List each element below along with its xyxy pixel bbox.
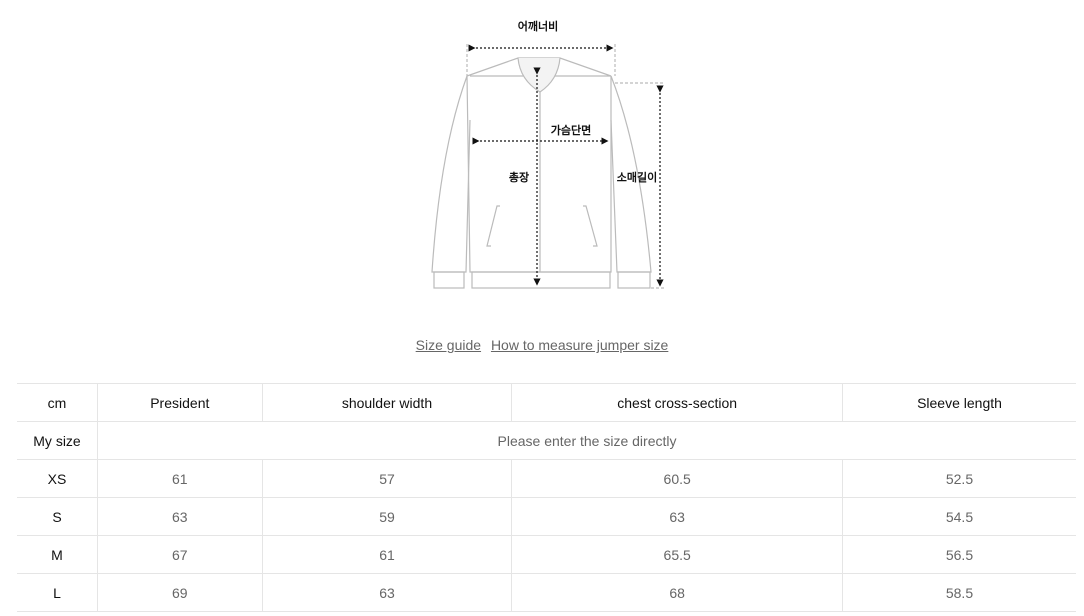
size-value: 57 bbox=[261, 459, 512, 498]
size-value: 60.5 bbox=[511, 459, 843, 498]
size-guide-link[interactable]: Size guide bbox=[415, 337, 482, 353]
size-label: L bbox=[17, 573, 98, 612]
size-value: 68 bbox=[511, 573, 843, 612]
size-value: 61 bbox=[97, 459, 263, 498]
chest-label: 가슴단면 bbox=[551, 123, 591, 137]
size-value: 63 bbox=[511, 497, 843, 536]
size-label: XS bbox=[17, 459, 98, 498]
size-value: 59 bbox=[261, 497, 512, 536]
my-size-row: My size Please enter the size directly bbox=[17, 421, 1076, 460]
size-value: 65.5 bbox=[511, 535, 843, 574]
jacket-outline bbox=[431, 44, 665, 289]
size-label: S bbox=[17, 497, 98, 536]
size-value: 67 bbox=[97, 535, 263, 574]
size-value: 54.5 bbox=[841, 497, 1076, 536]
my-size-input[interactable]: Please enter the size directly bbox=[97, 421, 1076, 460]
table-row: M 67 61 65.5 56.5 bbox=[17, 535, 1076, 574]
sleeve-label: 소매길이 bbox=[617, 170, 657, 184]
jacket-size-diagram: 어깨너비 가슴단면 총장 소매길이 bbox=[431, 19, 665, 289]
size-value: 63 bbox=[97, 497, 263, 536]
header-shoulder: shoulder width bbox=[261, 383, 512, 422]
table-row: L 69 63 68 58.5 bbox=[17, 573, 1076, 612]
measure-arrows bbox=[468, 44, 664, 287]
size-table: cm President shoulder width chest cross-… bbox=[17, 383, 1076, 612]
length-label: 총장 bbox=[509, 170, 529, 184]
size-label: M bbox=[17, 535, 98, 574]
guide-links: Size guide How to measure jumper size bbox=[0, 337, 1084, 353]
shoulder-label: 어깨너비 bbox=[518, 19, 558, 33]
size-value: 58.5 bbox=[841, 573, 1076, 612]
table-header-row: cm President shoulder width chest cross-… bbox=[17, 383, 1076, 422]
size-value: 69 bbox=[97, 573, 263, 612]
size-value: 52.5 bbox=[841, 459, 1076, 498]
my-size-label: My size bbox=[17, 421, 98, 460]
how-to-measure-link[interactable]: How to measure jumper size bbox=[490, 337, 669, 353]
size-value: 63 bbox=[261, 573, 512, 612]
table-row: S 63 59 63 54.5 bbox=[17, 497, 1076, 536]
header-sleeve: Sleeve length bbox=[841, 383, 1076, 422]
header-chest: chest cross-section bbox=[511, 383, 843, 422]
header-total-length: President bbox=[97, 383, 263, 422]
table-row: XS 61 57 60.5 52.5 bbox=[17, 459, 1076, 498]
size-value: 61 bbox=[261, 535, 512, 574]
size-value: 56.5 bbox=[841, 535, 1076, 574]
header-unit: cm bbox=[17, 383, 98, 422]
